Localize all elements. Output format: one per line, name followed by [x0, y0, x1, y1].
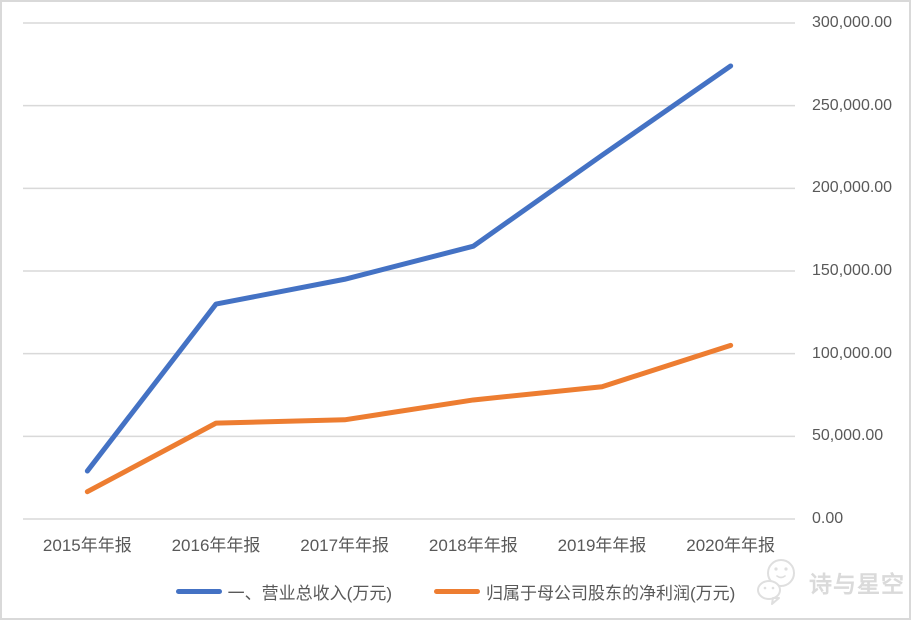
y-axis-tick-label: 100,000.00 — [812, 344, 893, 362]
x-axis-tick-label: 2018年年报 — [428, 536, 518, 555]
series-line-revenue — [84, 63, 734, 474]
x-axis-tick-label: 2015年年报 — [42, 536, 132, 555]
watermark: 诗与星空 — [751, 556, 905, 608]
y-axis-tick-label: 150,000.00 — [812, 262, 893, 279]
x-axis-tick-label: 2017年年报 — [300, 536, 390, 555]
y-axis-tick-label: 300,000.00 — [812, 14, 893, 31]
x-axis-tick-label: 2016年年报 — [171, 536, 261, 555]
legend-label-profit: 归属于母公司股东的净利润(万元) — [486, 583, 736, 603]
y-axis-tick-label: 50,000.00 — [812, 427, 884, 445]
legend-item-profit: 归属于母公司股东的净利润(万元) — [434, 579, 735, 604]
profit-line-swatch — [434, 588, 480, 594]
legend: 一、营业总收入(万元) 归属于母公司股东的净利润(万元) — [0, 578, 911, 604]
legend-label-revenue: 一、营业总收入(万元) — [227, 583, 392, 603]
legend-item-revenue: 一、营业总收入(万元) — [175, 579, 392, 604]
x-axis-tick-label: 2020年年报 — [686, 536, 776, 555]
y-axis-tick-label: 250,000.00 — [812, 96, 893, 114]
revenue-line-swatch — [175, 588, 222, 594]
x-axis: 2015年年报 2016年年报 2017年年报 2018年年报 2019年年报 2020年… — [0, 531, 911, 555]
chat-bubbles-emoji-icon — [757, 559, 795, 605]
y-axis-tick-label: 200,000.00 — [812, 179, 893, 197]
x-axis-tick-label: 2019年年报 — [557, 536, 647, 555]
series-line-profit — [84, 342, 734, 495]
y-axis-tick-label: 0.00 — [812, 510, 844, 527]
watermark-text: 诗与星空 — [809, 571, 905, 597]
